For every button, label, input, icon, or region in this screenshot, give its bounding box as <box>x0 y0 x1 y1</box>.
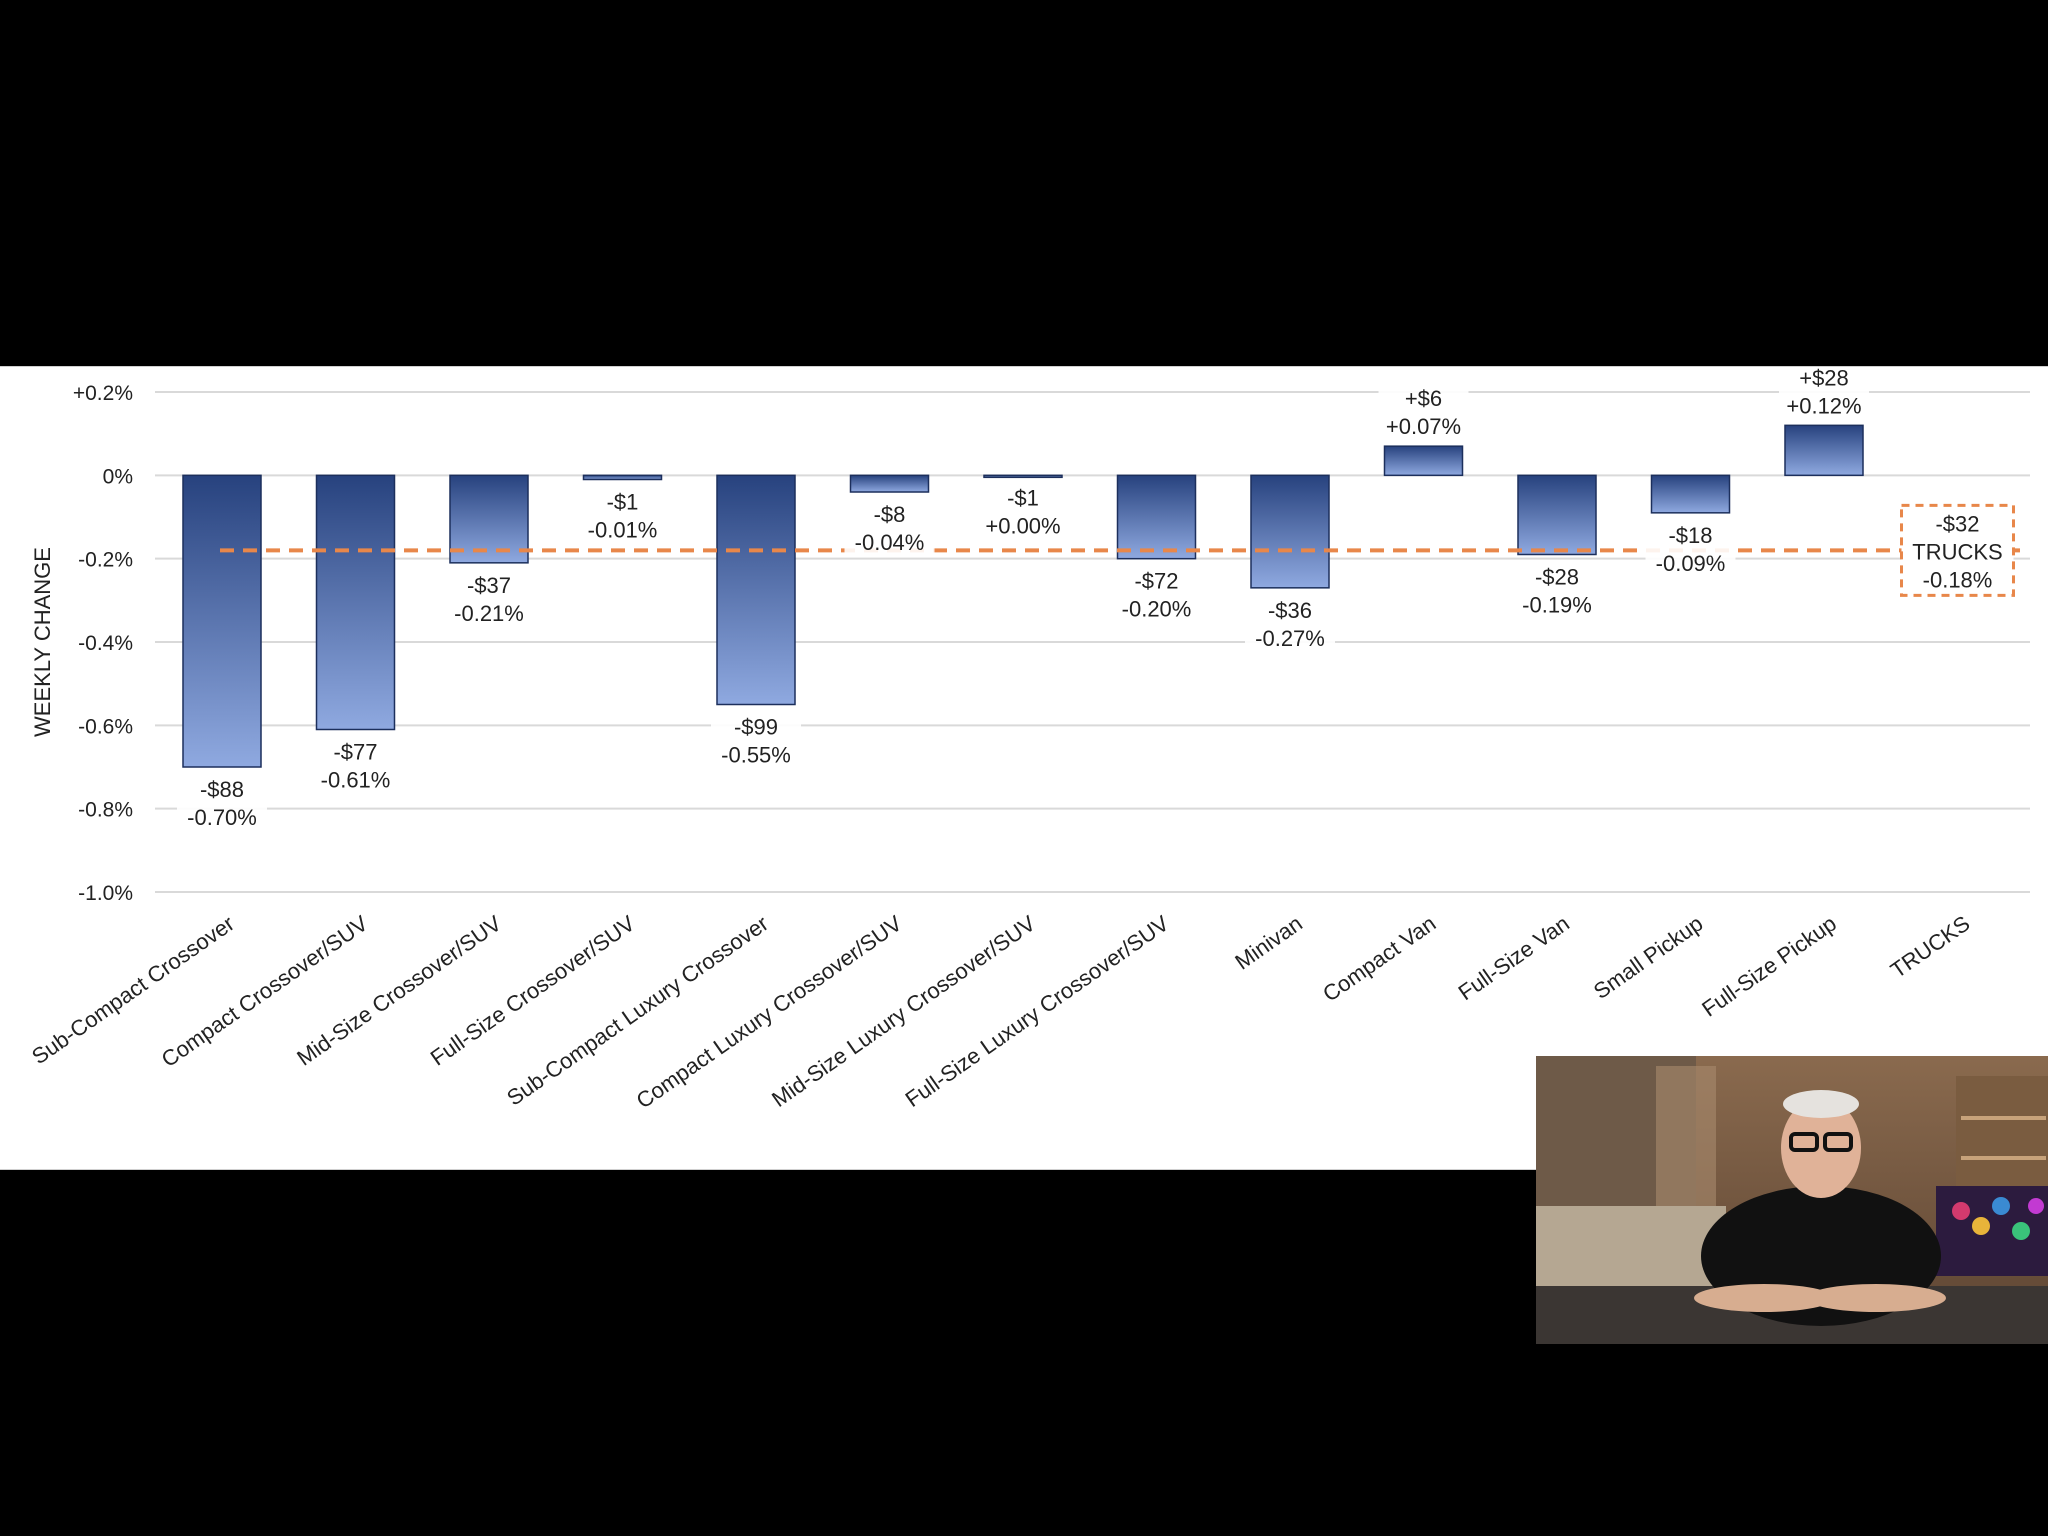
data-label-group: -$77 -0.61% <box>310 735 401 794</box>
bar-full-size-pickup <box>1784 424 1864 477</box>
bar-mid-size-crossover-suv <box>449 474 529 564</box>
x-tick-label: Compact Luxury Crossover/SUV <box>632 910 907 1113</box>
data-label-group: -$36 -0.27% <box>1245 593 1335 652</box>
bar-compact-crossover-suv <box>315 474 396 731</box>
trucks-summary-box <box>1900 503 2015 597</box>
bar-full-size-crossover-suv <box>582 474 663 481</box>
data-label-dollar: +$6 <box>1405 386 1442 411</box>
data-label-dollar: -$1 <box>607 490 639 515</box>
chart-panel: +0.2% 0% -0.2% -0.4% -0.6% -0.8% -1.0% WEEKLY … <box>0 366 2048 1170</box>
data-label-bg <box>978 481 1068 540</box>
data-label-dollar: -$37 <box>467 573 511 598</box>
bar-compact-van <box>1383 445 1464 477</box>
data-label-percent: -0.21% <box>454 601 524 626</box>
x-tick-label: Compact Van <box>1318 911 1440 1007</box>
data-label-group: -$1 -0.01% <box>577 485 668 544</box>
bar-sub-compact-crossover <box>182 474 262 768</box>
y-tick-label: +0.2% <box>73 382 133 405</box>
data-label-dollar: -$8 <box>874 502 906 527</box>
y-tick-label: -0.6% <box>78 715 133 738</box>
data-label-bg <box>310 735 401 794</box>
data-label-percent: -0.70% <box>187 805 257 830</box>
data-label-percent: -0.09% <box>1656 551 1726 576</box>
x-tick-label: Small Pickup <box>1589 911 1707 1004</box>
bar-chart: +0.2% 0% -0.2% -0.4% -0.6% -0.8% -1.0% WEEKLY … <box>27 367 2030 1113</box>
y-tick-label: -0.2% <box>78 549 133 572</box>
data-label-percent: -0.20% <box>1122 597 1192 622</box>
x-tick-label: Full-Size Luxury Crossover/SUV <box>901 910 1174 1112</box>
bar-mid-size-luxury-crossover-suv <box>983 474 1063 479</box>
data-label-group: -$99 -0.55% <box>711 710 801 769</box>
webcam-video <box>1536 1056 2048 1344</box>
x-tick-label: Sub-Compact Luxury Crossover <box>502 911 773 1111</box>
data-label-bg <box>1645 518 1736 577</box>
data-label-percent: -0.61% <box>321 768 391 793</box>
data-label-bg <box>444 568 534 627</box>
data-label-percent: -0.04% <box>855 530 925 555</box>
x-tick-label: TRUCKS <box>1886 911 1974 983</box>
data-label-group: -$88 -0.70% <box>177 773 267 831</box>
data-label-bg <box>1111 564 1202 623</box>
data-label-dollar: -$88 <box>200 777 244 802</box>
bar-sub-compact-luxury-crossover <box>716 474 796 706</box>
data-label-bg <box>844 498 935 556</box>
data-label-percent: -0.19% <box>1522 593 1592 618</box>
data-label-dollar: -$77 <box>333 740 377 765</box>
data-label-group: +$28 +0.12% <box>1779 367 1869 420</box>
data-label-group: -$1 +0.00% <box>978 481 1068 540</box>
data-label-dollar: -$72 <box>1134 569 1178 594</box>
data-label-bg <box>1512 560 1602 619</box>
x-tick-label: Full-Size Van <box>1454 911 1574 1006</box>
data-label-dollar: -$28 <box>1535 565 1579 590</box>
data-label-group: -$37 -0.21% <box>444 568 534 627</box>
data-label-bg <box>1245 593 1335 652</box>
data-label-bg <box>177 773 267 831</box>
y-tick-label: -0.8% <box>78 799 133 822</box>
data-label-group: -$18 -0.09% <box>1645 518 1736 577</box>
data-label-bg <box>711 710 801 769</box>
x-tick-label: Full-Size Pickup <box>1697 911 1841 1022</box>
data-label-dollar: -$18 <box>1668 523 1712 548</box>
data-label-group: -$28 -0.19% <box>1512 560 1602 619</box>
bar-full-size-van <box>1517 474 1597 556</box>
data-label-dollar: -$99 <box>734 715 778 740</box>
data-label-dollar: -$1 <box>1007 485 1039 510</box>
data-label-percent: -0.55% <box>721 743 791 768</box>
trucks-summary-label: -0.18% <box>1923 567 1993 592</box>
trucks-summary-label: -$32 <box>1935 511 1979 536</box>
data-label-group: -$8 -0.04% <box>844 498 935 556</box>
bar-minivan <box>1250 474 1330 589</box>
data-label-percent: -0.27% <box>1255 626 1325 651</box>
data-label-bg <box>1378 382 1469 441</box>
data-label-group: +$6 +0.07% <box>1378 382 1469 441</box>
y-tick-label: -1.0% <box>78 882 133 905</box>
data-label-bg <box>577 485 668 544</box>
data-label-percent: -0.01% <box>588 518 658 543</box>
data-label-group: -$72 -0.20% <box>1111 564 1202 623</box>
bar-compact-luxury-crossover-suv <box>849 474 930 493</box>
x-tick-label: Minivan <box>1230 911 1306 975</box>
y-tick-label: -0.4% <box>78 632 133 655</box>
data-label-dollar: -$36 <box>1268 598 1312 623</box>
data-label-percent: +0.00% <box>985 513 1060 538</box>
bar-small-pickup <box>1650 474 1731 514</box>
trucks-summary-label: TRUCKS <box>1912 539 2002 564</box>
x-tick-label: Mid-Size Luxury Crossover/SUV <box>767 910 1040 1112</box>
data-label-percent: +0.12% <box>1786 393 1861 418</box>
y-axis-label: WEEKLY CHANGE <box>30 547 55 737</box>
y-tick-label: 0% <box>103 465 133 488</box>
bar-full-size-luxury-crossover-suv <box>1116 474 1197 560</box>
data-label-bg <box>1779 367 1869 420</box>
data-label-dollar: +$28 <box>1799 367 1849 390</box>
data-label-percent: +0.07% <box>1386 414 1461 439</box>
